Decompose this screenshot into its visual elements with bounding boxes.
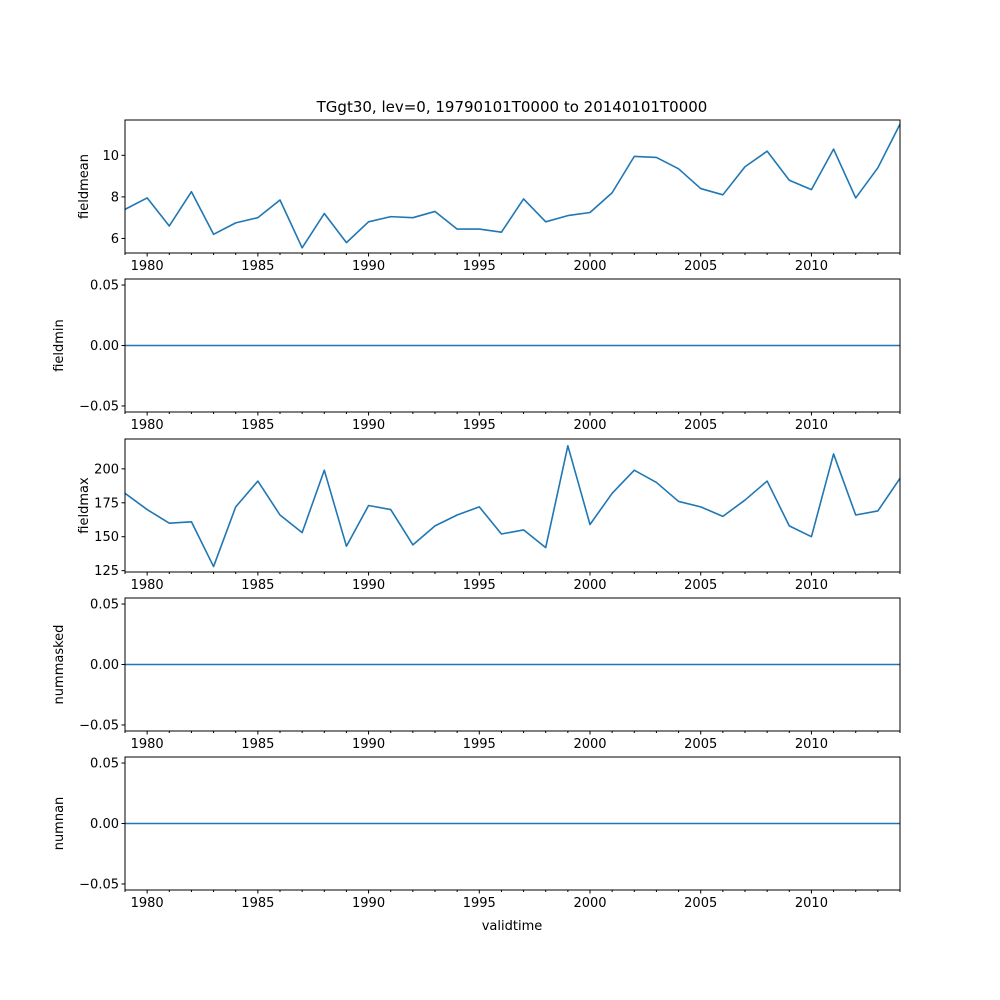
numnan-x-tick-label: 1985: [241, 896, 274, 911]
fieldmean-x-tick-label: 1980: [131, 259, 164, 274]
fieldmax-series-line: [124, 444, 901, 568]
numnan-x-tick-label: 2005: [684, 896, 717, 911]
fieldmin-x-tick-label: 2010: [795, 418, 828, 433]
fieldmax-y-tick-label: 150: [94, 530, 119, 545]
fieldmin-x-tick-label: 2000: [573, 418, 606, 433]
nummasked-x-tick-label: 1990: [352, 737, 385, 752]
chart-title: TGgt30, lev=0, 19790101T0000 to 20140101…: [316, 98, 708, 116]
nummasked-x-tick-label: 1995: [463, 737, 496, 752]
fieldmax-x-tick-label: 1985: [241, 578, 274, 593]
panel-fieldmin: 1980 1985 1990 1995 2000 2005 2010 −0.05 0.00 0.0…: [52, 278, 901, 433]
numnan-x-tick-label: 1980: [131, 896, 164, 911]
numnan-y-tick-label: 0.05: [90, 757, 119, 772]
fieldmean-y-tick-label: 6: [111, 232, 119, 247]
fieldmean-x-tick-label: 2010: [795, 259, 828, 274]
panels: 1980 1985 1990 1995 2000 2005 2010 6 8 10 fieldmea…: [52, 119, 901, 911]
panel-fieldmean: 1980 1985 1990 1995 2000 2005 2010 6 8 10 fieldmea…: [77, 119, 901, 274]
numnan-x-tick-label: 2000: [573, 896, 606, 911]
numnan-y-axis-label: numnan: [52, 797, 67, 851]
numnan-y-tick-label: −0.05: [79, 877, 119, 892]
fieldmin-y-tick-label: −0.05: [79, 399, 119, 414]
fieldmean-x-tick-label: 2000: [573, 259, 606, 274]
fieldmin-x-tick-label: 2005: [684, 418, 717, 433]
nummasked-y-tick-label: 0.00: [90, 658, 119, 673]
fieldmean-y-tick-label: 8: [111, 190, 119, 205]
fieldmax-y-tick-label: 125: [94, 564, 119, 579]
panel-fieldmax: 1980 1985 1990 1995 2000 2005 2010 125 150 175 200…: [77, 438, 901, 593]
fieldmean-x-tick-label: 1995: [463, 259, 496, 274]
fieldmin-y-tick-label: 0.00: [90, 339, 119, 354]
fieldmax-x-tick-label: 2005: [684, 578, 717, 593]
fieldmin-y-axis-label: fieldmin: [52, 319, 67, 372]
fieldmean-x-tick-label: 1985: [241, 259, 274, 274]
fieldmean-x-tick-label: 1990: [352, 259, 385, 274]
x-axis-label: validtime: [482, 919, 543, 934]
fieldmax-x-tick-label: 1990: [352, 578, 385, 593]
fieldmean-series-line: [124, 123, 901, 249]
fieldmean-y-axis-label: fieldmean: [77, 154, 92, 219]
fieldmax-y-axis-label: fieldmax: [77, 477, 92, 534]
fieldmin-x-tick-label: 1990: [352, 418, 385, 433]
nummasked-x-tick-label: 1985: [241, 737, 274, 752]
numnan-x-tick-label: 1995: [463, 896, 496, 911]
fieldmean-x-tick-label: 2005: [684, 259, 717, 274]
numnan-y-tick-label: 0.00: [90, 817, 119, 832]
fieldmax-y-tick-label: 175: [94, 496, 119, 511]
panel-nummasked: 1980 1985 1990 1995 2000 2005 2010 −0.05 0.00 0.0…: [52, 597, 901, 752]
fieldmean-y-tick-label: 10: [102, 149, 119, 164]
nummasked-y-tick-label: 0.05: [90, 598, 119, 613]
fieldmax-x-tick-label: 1995: [463, 578, 496, 593]
numnan-x-tick-label: 2010: [795, 896, 828, 911]
fieldmin-x-tick-label: 1980: [131, 418, 164, 433]
fieldmax-x-tick-label: 2000: [573, 578, 606, 593]
nummasked-x-tick-label: 2000: [573, 737, 606, 752]
fieldmax-y-tick-label: 200: [94, 462, 119, 477]
fieldmin-x-tick-label: 1995: [463, 418, 496, 433]
fieldmax-x-tick-label: 1980: [131, 578, 164, 593]
fieldmax-axes-frame: [124, 438, 901, 573]
nummasked-x-tick-label: 2005: [684, 737, 717, 752]
fieldmin-y-tick-label: 0.05: [90, 279, 119, 294]
panel-numnan: 1980 1985 1990 1995 2000 2005 2010 −0.05 0.00 0.0…: [52, 756, 901, 911]
fieldmin-x-tick-label: 1985: [241, 418, 274, 433]
nummasked-x-tick-label: 2010: [795, 737, 828, 752]
fieldmean-axes-frame: [124, 119, 901, 254]
fieldmax-x-tick-label: 2010: [795, 578, 828, 593]
nummasked-y-axis-label: nummasked: [52, 625, 67, 705]
nummasked-y-tick-label: −0.05: [79, 718, 119, 733]
numnan-x-tick-label: 1990: [352, 896, 385, 911]
nummasked-x-tick-label: 1980: [131, 737, 164, 752]
